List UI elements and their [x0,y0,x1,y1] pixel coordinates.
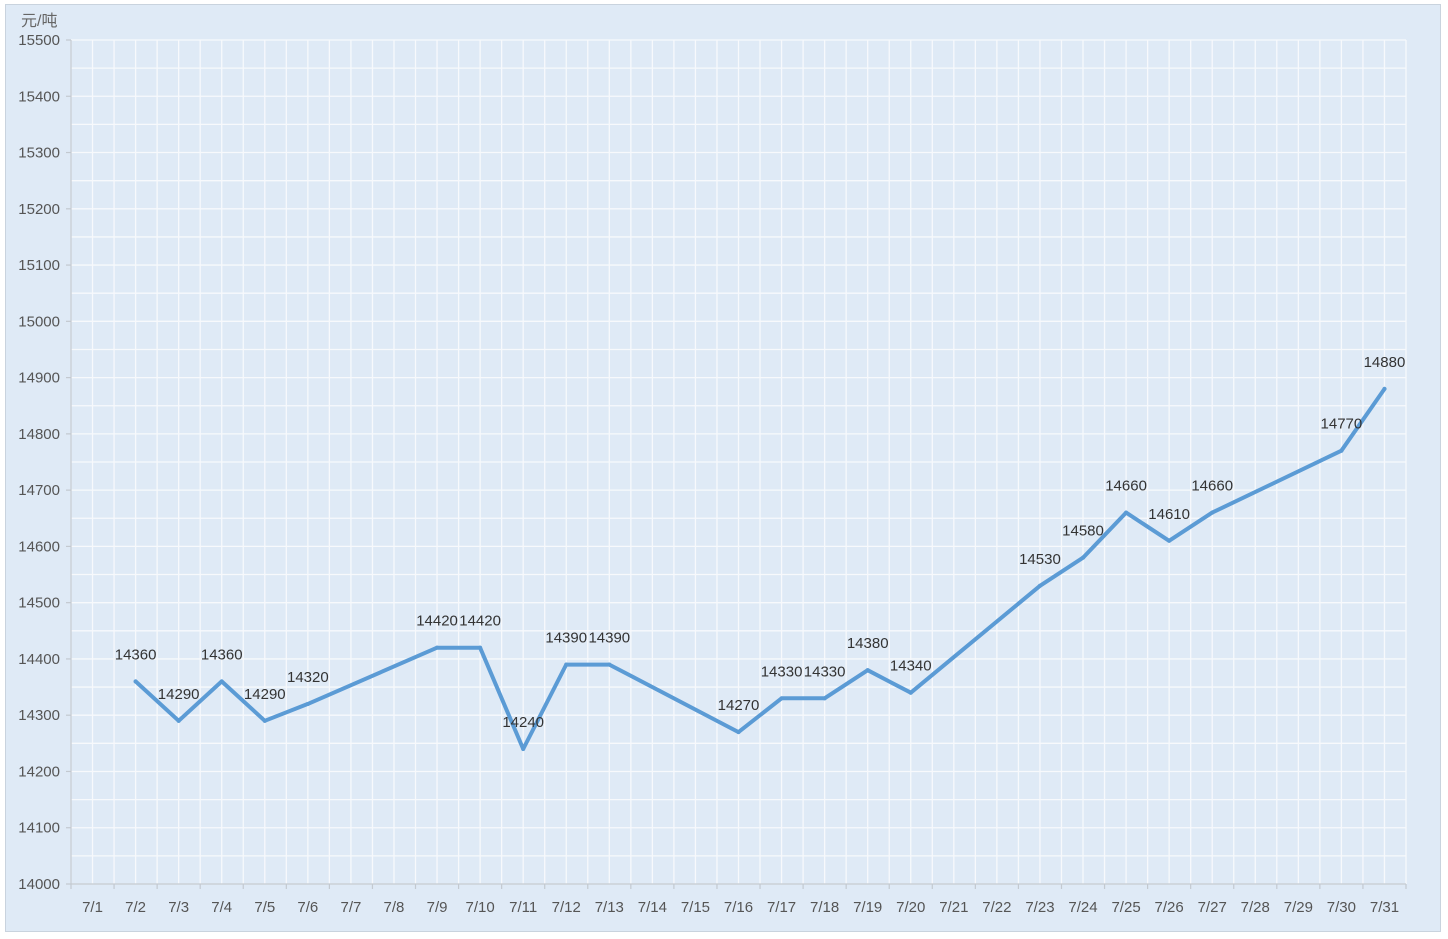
data-point [435,645,440,650]
x-tick-label: 7/18 [810,899,839,916]
data-label: 14660 [1191,478,1233,495]
x-tick-label: 7/2 [125,899,146,916]
data-point [779,696,784,701]
y-axis-unit-label: 元/吨 [21,12,57,30]
y-tick-label: 15300 [18,145,60,162]
y-tick-label: 14100 [18,820,60,837]
data-label: 14770 [1321,416,1363,433]
data-label: 14360 [201,646,243,663]
data-point [521,746,526,751]
data-point [1124,510,1129,515]
y-tick-label: 14200 [18,763,60,780]
data-point [133,679,138,684]
x-tick-label: 7/19 [853,899,882,916]
y-tick-label: 15500 [18,32,60,49]
x-tick-label: 7/11 [509,899,537,916]
data-point [219,679,224,684]
data-label: 14320 [287,669,329,686]
x-tick-label: 7/23 [1025,899,1054,916]
x-tick-label: 7/3 [168,899,189,916]
x-tick-label: 7/21 [939,899,968,916]
x-tick-label: 7/29 [1284,899,1313,916]
y-tick-label: 14900 [18,370,60,387]
data-label: 14390 [545,630,587,647]
x-tick-label: 7/5 [254,899,275,916]
y-tick-label: 14500 [18,595,60,612]
y-tick-label: 15400 [18,88,60,105]
data-label: 14610 [1148,506,1190,523]
chart-frame [5,4,1441,932]
y-tick-label: 15000 [18,313,60,330]
data-label: 14330 [761,663,803,680]
data-point [262,718,267,723]
x-tick-label: 7/10 [466,899,495,916]
data-label: 14240 [502,714,544,731]
y-tick-label: 14800 [18,426,60,443]
data-point [908,690,913,695]
data-point [865,668,870,673]
x-tick-label: 7/12 [552,899,581,916]
x-tick-label: 7/31 [1370,899,1399,916]
data-label: 14360 [115,646,157,663]
y-tick-label: 15200 [18,201,60,218]
series-line [133,386,1387,751]
x-tick-label: 7/15 [681,899,710,916]
x-tick-label: 7/17 [767,899,796,916]
data-label: 14290 [158,686,200,703]
data-point [607,662,612,667]
x-tick-label: 7/20 [896,899,925,916]
data-point [176,718,181,723]
data-point [1382,386,1387,391]
data-point [1167,538,1172,543]
data-label: 14660 [1105,478,1147,495]
x-tick-label: 7/25 [1111,899,1140,916]
x-tick-label: 7/1 [82,899,103,916]
y-tick-label: 14000 [18,876,60,893]
data-point [736,730,741,735]
grid-lines [70,39,1407,885]
x-tick-label: 7/30 [1327,899,1356,916]
data-point [1037,583,1042,588]
x-tick-label: 7/16 [724,899,753,916]
data-label: 14530 [1019,551,1061,568]
data-label: 14390 [588,630,630,647]
x-tick-label: 7/24 [1068,899,1097,916]
data-point [564,662,569,667]
data-label: 14340 [890,658,932,675]
data-point [1339,448,1344,453]
series-layer [133,386,1387,751]
y-tick-label: 14700 [18,482,60,499]
y-tick-label: 15100 [18,257,60,274]
axes: 14000 14100 14200 14300 14400 14500 14600 14700… [18,32,1407,916]
data-label: 14290 [244,686,286,703]
x-tick-label: 7/26 [1155,899,1184,916]
x-tick-label: 7/22 [982,899,1011,916]
data-point [478,645,483,650]
data-point [1210,510,1215,515]
data-point [305,701,310,706]
x-tick-label: 7/13 [595,899,624,916]
x-tick-label: 7/28 [1241,899,1270,916]
data-point [822,696,827,701]
data-point [1081,555,1086,560]
data-label: 14380 [847,635,889,652]
x-tick-label: 7/14 [638,899,667,916]
y-tick-label: 14300 [18,707,60,724]
x-tick-label: 7/4 [211,899,232,916]
y-tick-label: 14400 [18,651,60,668]
x-tick-label: 7/9 [427,899,448,916]
data-label: 14580 [1062,523,1104,540]
data-label: 14420 [459,613,501,630]
data-label: 14420 [416,613,458,630]
x-tick-label: 7/6 [297,899,318,916]
data-label: 14270 [718,697,760,714]
y-tick-label: 14600 [18,538,60,555]
x-tick-label: 7/7 [340,899,361,916]
x-tick-label: 7/27 [1198,899,1227,916]
data-label: 14330 [804,663,846,680]
data-label: 14880 [1364,354,1406,371]
x-tick-label: 7/8 [384,899,405,916]
